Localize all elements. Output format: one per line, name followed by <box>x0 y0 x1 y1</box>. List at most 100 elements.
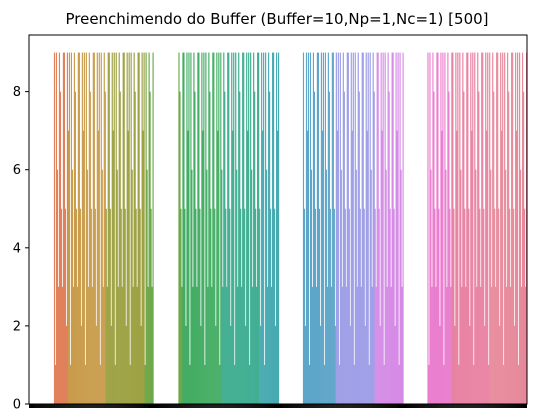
bar <box>124 208 126 404</box>
bar <box>187 130 189 405</box>
bar <box>363 208 365 404</box>
bar <box>433 91 435 405</box>
bar <box>66 52 68 404</box>
bar <box>314 208 316 404</box>
bar <box>61 286 64 404</box>
bar <box>523 91 525 405</box>
bar <box>504 52 506 404</box>
bar <box>475 169 477 404</box>
bar <box>307 52 310 404</box>
bar <box>495 286 497 404</box>
bar <box>233 52 235 404</box>
bar <box>396 130 398 405</box>
bar <box>492 52 494 404</box>
bar <box>476 286 478 404</box>
bar <box>130 52 132 404</box>
bar <box>398 364 400 404</box>
bar <box>459 52 461 404</box>
bar <box>337 52 339 404</box>
bar <box>489 52 491 404</box>
bar <box>450 286 452 404</box>
bar <box>466 52 468 404</box>
bar <box>432 52 434 404</box>
bar <box>211 286 213 404</box>
bar <box>500 52 502 404</box>
bar <box>77 52 79 404</box>
bar <box>186 52 188 404</box>
bar <box>471 130 473 405</box>
bar <box>184 208 186 404</box>
bar <box>343 91 345 405</box>
bar <box>399 52 401 404</box>
bar <box>345 286 347 404</box>
bar <box>139 208 141 404</box>
bar <box>477 52 479 404</box>
bar <box>443 364 445 404</box>
bar <box>106 286 108 404</box>
y-tick-label: 6 <box>13 163 21 178</box>
bar <box>203 52 205 404</box>
bar <box>463 91 465 405</box>
bar <box>368 364 370 404</box>
bar <box>237 286 239 404</box>
bar <box>457 52 459 404</box>
bar <box>454 325 456 404</box>
bar <box>251 169 253 404</box>
bar <box>70 52 72 404</box>
bar <box>135 208 137 404</box>
bar <box>468 208 470 404</box>
bar <box>113 52 115 404</box>
bar <box>62 52 65 404</box>
bar <box>82 130 84 405</box>
bar <box>355 169 357 404</box>
bar <box>458 364 460 404</box>
bar <box>103 52 105 404</box>
bar <box>273 52 275 404</box>
bar <box>481 52 483 404</box>
bar <box>452 52 454 404</box>
bar <box>180 208 182 404</box>
bar <box>79 208 81 404</box>
bar <box>472 52 474 404</box>
bar <box>149 91 151 405</box>
bar <box>240 208 242 404</box>
bar <box>64 208 67 404</box>
bar <box>503 364 505 404</box>
bar <box>328 91 330 405</box>
bar <box>321 130 323 405</box>
bar <box>201 52 203 404</box>
bar <box>246 52 248 404</box>
bar <box>59 91 62 405</box>
bar <box>372 52 374 404</box>
bar <box>469 325 471 404</box>
bar <box>320 52 322 404</box>
bar <box>341 286 343 404</box>
bar <box>462 52 464 404</box>
bar <box>430 169 432 404</box>
bar <box>259 208 261 404</box>
bar <box>228 52 230 404</box>
bar <box>318 208 320 404</box>
bar <box>116 169 118 404</box>
bar <box>350 52 352 404</box>
bar <box>232 130 234 405</box>
bar <box>193 52 195 404</box>
bar <box>258 52 260 404</box>
bar <box>218 52 220 404</box>
bar <box>84 364 86 404</box>
bar <box>217 130 219 405</box>
bar <box>353 364 355 404</box>
bar <box>196 286 198 404</box>
bar <box>239 91 241 405</box>
bar <box>302 52 305 404</box>
bar <box>429 52 431 404</box>
y-axis: 0 2 4 6 8 <box>13 85 29 413</box>
bar <box>313 91 316 405</box>
bar <box>200 325 202 404</box>
bar <box>145 52 147 404</box>
bar <box>132 286 134 404</box>
bar <box>111 52 113 404</box>
bar <box>511 52 513 404</box>
bar <box>68 52 70 404</box>
